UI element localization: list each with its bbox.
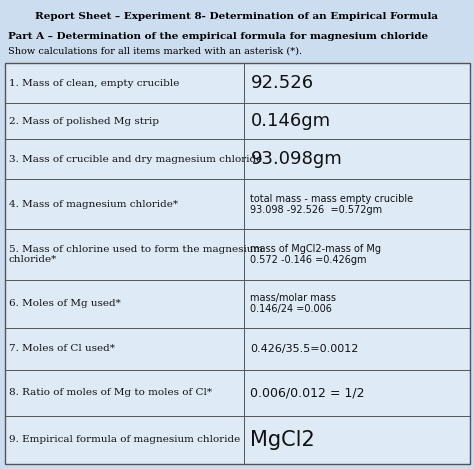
Text: 0.146gm: 0.146gm xyxy=(250,112,330,130)
Text: 1. Mass of clean, empty crucible: 1. Mass of clean, empty crucible xyxy=(9,78,179,88)
Text: Part A – Determination of the empirical formula for magnesium chloride: Part A – Determination of the empirical … xyxy=(8,32,428,41)
Text: total mass - mass empty crucible
93.098 -92.526  =0.572gm: total mass - mass empty crucible 93.098 … xyxy=(250,194,414,215)
Text: Report Sheet – Experiment 8- Determination of an Empirical Formula: Report Sheet – Experiment 8- Determinati… xyxy=(36,12,438,21)
Text: 5. Mass of chlorine used to form the magnesium
chloride*: 5. Mass of chlorine used to form the mag… xyxy=(9,245,263,264)
Bar xyxy=(5,63,470,464)
Text: 8. Ratio of moles of Mg to moles of Cl*: 8. Ratio of moles of Mg to moles of Cl* xyxy=(9,388,212,397)
Text: 0.426/35.5=0.0012: 0.426/35.5=0.0012 xyxy=(250,344,359,354)
Text: mass of MgCl2-mass of Mg
0.572 -0.146 =0.426gm: mass of MgCl2-mass of Mg 0.572 -0.146 =0… xyxy=(250,244,382,265)
Text: 92.526: 92.526 xyxy=(250,74,314,92)
Text: 6. Moles of Mg used*: 6. Moles of Mg used* xyxy=(9,299,121,308)
Text: 7. Moles of Cl used*: 7. Moles of Cl used* xyxy=(9,344,115,353)
Text: MgCl2: MgCl2 xyxy=(250,430,315,450)
Text: 4. Mass of magnesium chloride*: 4. Mass of magnesium chloride* xyxy=(9,200,178,209)
Text: Show calculations for all items marked with an asterisk (*).: Show calculations for all items marked w… xyxy=(8,47,302,56)
Text: 3. Mass of crucible and dry magnesium chloride: 3. Mass of crucible and dry magnesium ch… xyxy=(9,155,262,164)
Text: 93.098gm: 93.098gm xyxy=(250,150,342,168)
Text: 2. Mass of polished Mg strip: 2. Mass of polished Mg strip xyxy=(9,117,159,126)
Text: 0.006/0.012 = 1/2: 0.006/0.012 = 1/2 xyxy=(250,386,365,399)
Text: mass/molar mass
0.146/24 =0.006: mass/molar mass 0.146/24 =0.006 xyxy=(250,293,337,314)
Text: 9. Empirical formula of magnesium chloride: 9. Empirical formula of magnesium chlori… xyxy=(9,435,240,445)
